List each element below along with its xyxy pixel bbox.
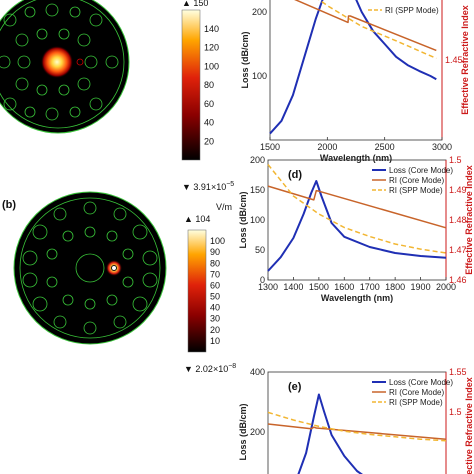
y-tick-label-right: 1.45 xyxy=(445,55,463,65)
series-line-ri_core xyxy=(267,185,447,229)
series-line-ri_spp xyxy=(318,0,437,60)
x-tick-label: 1700 xyxy=(360,282,380,292)
colorbar-tick-label: 20 xyxy=(210,325,220,335)
chart-d-loss-ri: 1300 1400 1500 1600 1700 1800 1900 2000 0 50 100 15… xyxy=(238,155,474,303)
legend-entry: RI (SPP Mode) xyxy=(389,186,443,195)
colorbar-tick-label: 120 xyxy=(204,43,219,53)
y-axis-label-left: Loss (dB/cm) xyxy=(238,403,248,460)
colorbar-max-marker: ▲ 104 xyxy=(184,214,210,224)
legend-entry: RI (Core Mode) xyxy=(389,388,444,397)
y-axis-label-right: Effective Refractive Index xyxy=(464,377,474,474)
legend-entry: Loss (Core Mode) xyxy=(389,166,453,175)
y-tick-label-right: 1.5 xyxy=(449,155,462,165)
x-axis-label: Wavelength (nm) xyxy=(320,153,392,163)
colorbar-tick-label: 30 xyxy=(210,314,220,324)
y-tick-label-left: 100 xyxy=(252,71,267,81)
panel-label-b: (b) xyxy=(2,199,16,211)
x-tick-label: 1800 xyxy=(385,282,405,292)
fiber-cross-section xyxy=(13,191,167,345)
colorbar-tick-label: 100 xyxy=(210,236,225,246)
core-mode-field-spot xyxy=(41,46,73,78)
y-tick-label-left: 200 xyxy=(250,427,265,437)
legend-entry: RI (SPP Mode) xyxy=(385,6,439,15)
y-axis-label-left: Loss (dB/cm) xyxy=(240,31,250,88)
x-tick-label: 1500 xyxy=(309,282,329,292)
air-holes xyxy=(22,201,158,335)
legend-entry: RI (Core Mode) xyxy=(389,176,444,185)
colorbar-tick-label: 140 xyxy=(204,24,219,34)
x-tick-label: 2000 xyxy=(317,142,337,152)
spp-ring xyxy=(19,197,161,339)
y-tick-label-right: 1.49 xyxy=(449,185,467,195)
series-line-loss xyxy=(297,393,363,474)
colorbar-tick-label: 20 xyxy=(204,136,214,146)
field-map-a xyxy=(0,0,130,134)
x-tick-label: 1300 xyxy=(258,282,278,292)
y-tick-label-left: 100 xyxy=(250,215,265,225)
colorbar-tick-label: 90 xyxy=(210,247,220,257)
air-holes xyxy=(0,3,119,121)
colorbar-unit: V/m xyxy=(216,202,232,212)
series-line-ri_core xyxy=(294,0,437,52)
y-tick-label-right: 1.55 xyxy=(449,367,467,377)
y-tick-label-right: 1.5 xyxy=(449,407,462,417)
x-tick-label: 1400 xyxy=(283,282,303,292)
series-line-ri_core xyxy=(267,423,447,440)
y-axis-label-left: Loss (dB/cm) xyxy=(238,191,248,248)
y-tick-label-left: 0 xyxy=(260,275,265,285)
y-axis-label-right: Effective Refractive Index xyxy=(460,5,470,115)
y-tick-label-left: 400 xyxy=(250,367,265,377)
x-tick-label: 1900 xyxy=(411,282,431,292)
y-tick-label-right: 1.48 xyxy=(449,215,467,225)
y-tick-label-left: 200 xyxy=(250,155,265,165)
x-tick-label: 2500 xyxy=(375,142,395,152)
spp-ring xyxy=(0,0,125,129)
colorbar-tick-label: 60 xyxy=(204,99,214,109)
colorbar-tick-label: 50 xyxy=(210,292,220,302)
colorbar-max-marker: ▲ 150 xyxy=(182,0,208,8)
colorbar-min-marker: ▼ 3.91×10−5 xyxy=(182,181,234,192)
colorbar-tick-label: 80 xyxy=(210,258,220,268)
series-line-ri_spp xyxy=(267,164,447,254)
chart-a-loss-ri: 1500 2000 2500 3000 100 200 1.45 1.5 Wavelength … xyxy=(240,0,470,163)
legend-entry: RI (SPP Mode) xyxy=(389,398,443,407)
y-tick-label-left: 50 xyxy=(255,245,265,255)
legend-entry: Loss (Core Mode) xyxy=(389,378,453,387)
colorbar-tick-label: 70 xyxy=(210,269,220,279)
x-tick-label: 3000 xyxy=(432,142,452,152)
series-line-loss xyxy=(269,0,437,135)
gold-layer xyxy=(111,265,117,271)
x-tick-label: 1600 xyxy=(334,282,354,292)
y-tick-label-right: 1.46 xyxy=(449,275,467,285)
colorbar-gradient xyxy=(187,229,207,353)
colorbar-tick-label: 10 xyxy=(210,336,220,346)
colorbar-tick-label: 40 xyxy=(210,303,220,313)
y-axis-label-right: Effective Refractive Index xyxy=(464,165,474,275)
y-tick-label-left: 150 xyxy=(250,185,265,195)
colorbar-tick-label: 80 xyxy=(204,80,214,90)
colorbar-gradient xyxy=(181,9,201,161)
chart-e-loss-ri: 200 400 1.5 1.55 Loss (dB/cm) Effective Refra… xyxy=(238,367,474,474)
series-line-loss xyxy=(267,180,447,272)
colorbar-tick-label: 60 xyxy=(210,280,220,290)
panel-label: (e) xyxy=(288,381,302,393)
colorbar-min-marker: ▼ 2.02×10−8 xyxy=(184,363,236,374)
colorbar-a: ▲ 150 140 120 100 80 60 40 20 ▼ 3.91×10−5 xyxy=(181,0,234,192)
series-line-ri_spp xyxy=(267,411,447,442)
y-tick-label-right: 1.47 xyxy=(449,245,467,255)
gold-layer xyxy=(76,58,84,66)
y-tick-label-left: 200 xyxy=(252,7,267,17)
x-tick-label: 2000 xyxy=(436,282,456,292)
x-tick-label: 1500 xyxy=(260,142,280,152)
colorbar-tick-label: 40 xyxy=(204,118,214,128)
colorbar-tick-label: 100 xyxy=(204,61,219,71)
x-axis-label: Wavelength (nm) xyxy=(321,293,393,303)
field-map-b xyxy=(13,191,167,345)
panel-label: (d) xyxy=(288,169,302,181)
